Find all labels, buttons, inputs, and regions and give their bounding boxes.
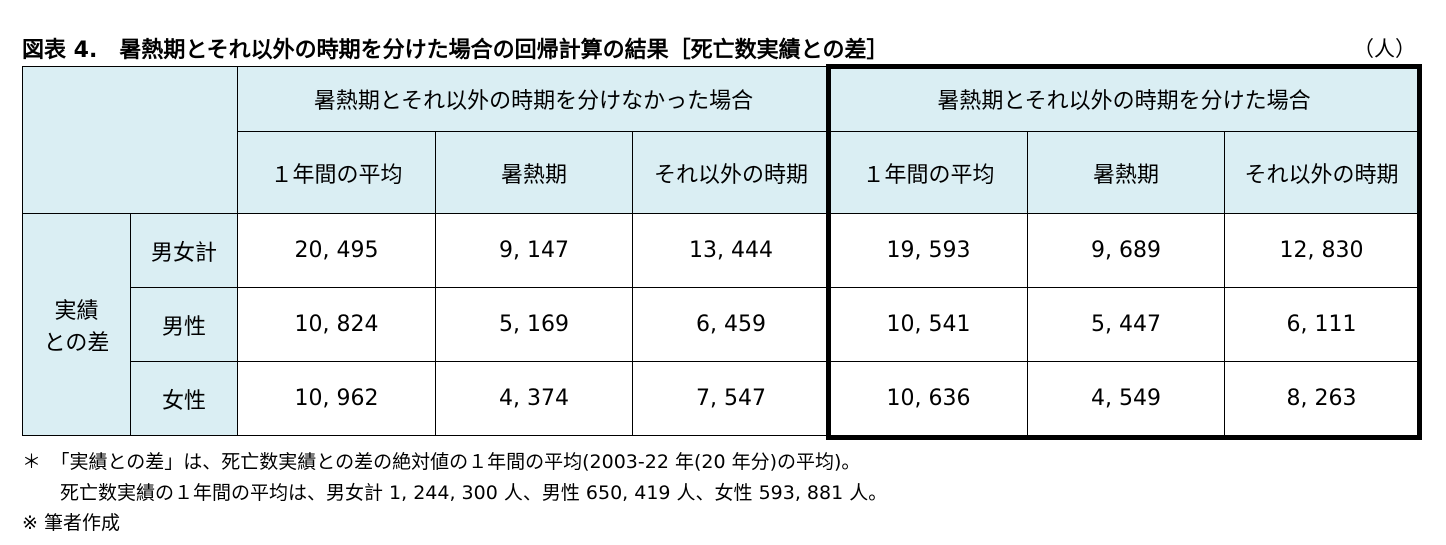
- row-group-line: 実績: [54, 298, 99, 324]
- group-header: 暑熱期とそれ以外の時期を分けた場合: [829, 66, 1419, 132]
- cell: 13, 444: [632, 213, 830, 288]
- row-group-line: との差: [43, 330, 110, 356]
- cell: 5, 169: [435, 287, 633, 362]
- row-label: 女性: [130, 361, 238, 436]
- sub-header: それ以外の時期: [632, 131, 830, 214]
- cell: 9, 147: [435, 213, 633, 288]
- cell: 7, 547: [632, 361, 830, 436]
- title: 図表 4. 暑熱期とそれ以外の時期を分けた場合の回帰計算の結果［死亡数実績との差…: [22, 38, 889, 63]
- cell: 4, 549: [1027, 361, 1225, 436]
- highlight-box: [826, 64, 1422, 440]
- sub-header: １年間の平均: [829, 131, 1028, 214]
- cell: 10, 636: [829, 361, 1028, 436]
- note: 死亡数実績の１年間の平均は、男女計 1, 244, 300 人、男性 650, …: [22, 482, 888, 504]
- header-row: １年間の平均 暑熱期 それ以外の時期 １年間の平均 暑熱期 それ以外の時期: [23, 131, 1419, 214]
- note: ※ 筆者作成: [22, 512, 120, 534]
- row-label: 男女計: [130, 213, 238, 288]
- group-header: 暑熱期とそれ以外の時期を分けなかった場合: [237, 66, 830, 132]
- sub-header: １年間の平均: [237, 131, 436, 214]
- cell: 6, 111: [1224, 287, 1419, 362]
- cell: 20, 495: [237, 213, 436, 288]
- data-row: 男性 10, 824 5, 169 6, 459 10, 541 5, 447 6, 111: [23, 287, 1419, 362]
- sub-header: 暑熱期: [435, 131, 633, 214]
- cell: 19, 593: [829, 213, 1028, 288]
- results-table: 暑熱期とそれ以外の時期を分けなかった場合 暑熱期とそれ以外の時期を分けた場合 １年間…: [22, 66, 1419, 436]
- cell: 12, 830: [1224, 213, 1419, 288]
- data-row: 実績 との差 男女計 20, 495 9, 147 13, 444 19, 593 9, 68…: [22, 213, 1419, 436]
- row-group: 実績 との差: [22, 213, 131, 436]
- data-row: 女性 10, 962 4, 374 7, 547 10, 636 4, 549 8, 263: [23, 361, 1419, 436]
- cell: 10, 824: [237, 287, 436, 362]
- unit: （人）: [1353, 37, 1416, 61]
- note: ＊ 「実績との差」は、死亡数実績との差の絶対値の１年間の平均(2003-22 年…: [22, 451, 861, 473]
- sub-header: 暑熱期: [1027, 131, 1225, 214]
- cell: 5, 447: [1027, 287, 1225, 362]
- cell: 10, 962: [237, 361, 436, 436]
- row-label: 男性: [130, 287, 238, 362]
- corner-cell: [22, 66, 238, 214]
- cell: 4, 374: [435, 361, 633, 436]
- cell: 6, 459: [632, 287, 830, 362]
